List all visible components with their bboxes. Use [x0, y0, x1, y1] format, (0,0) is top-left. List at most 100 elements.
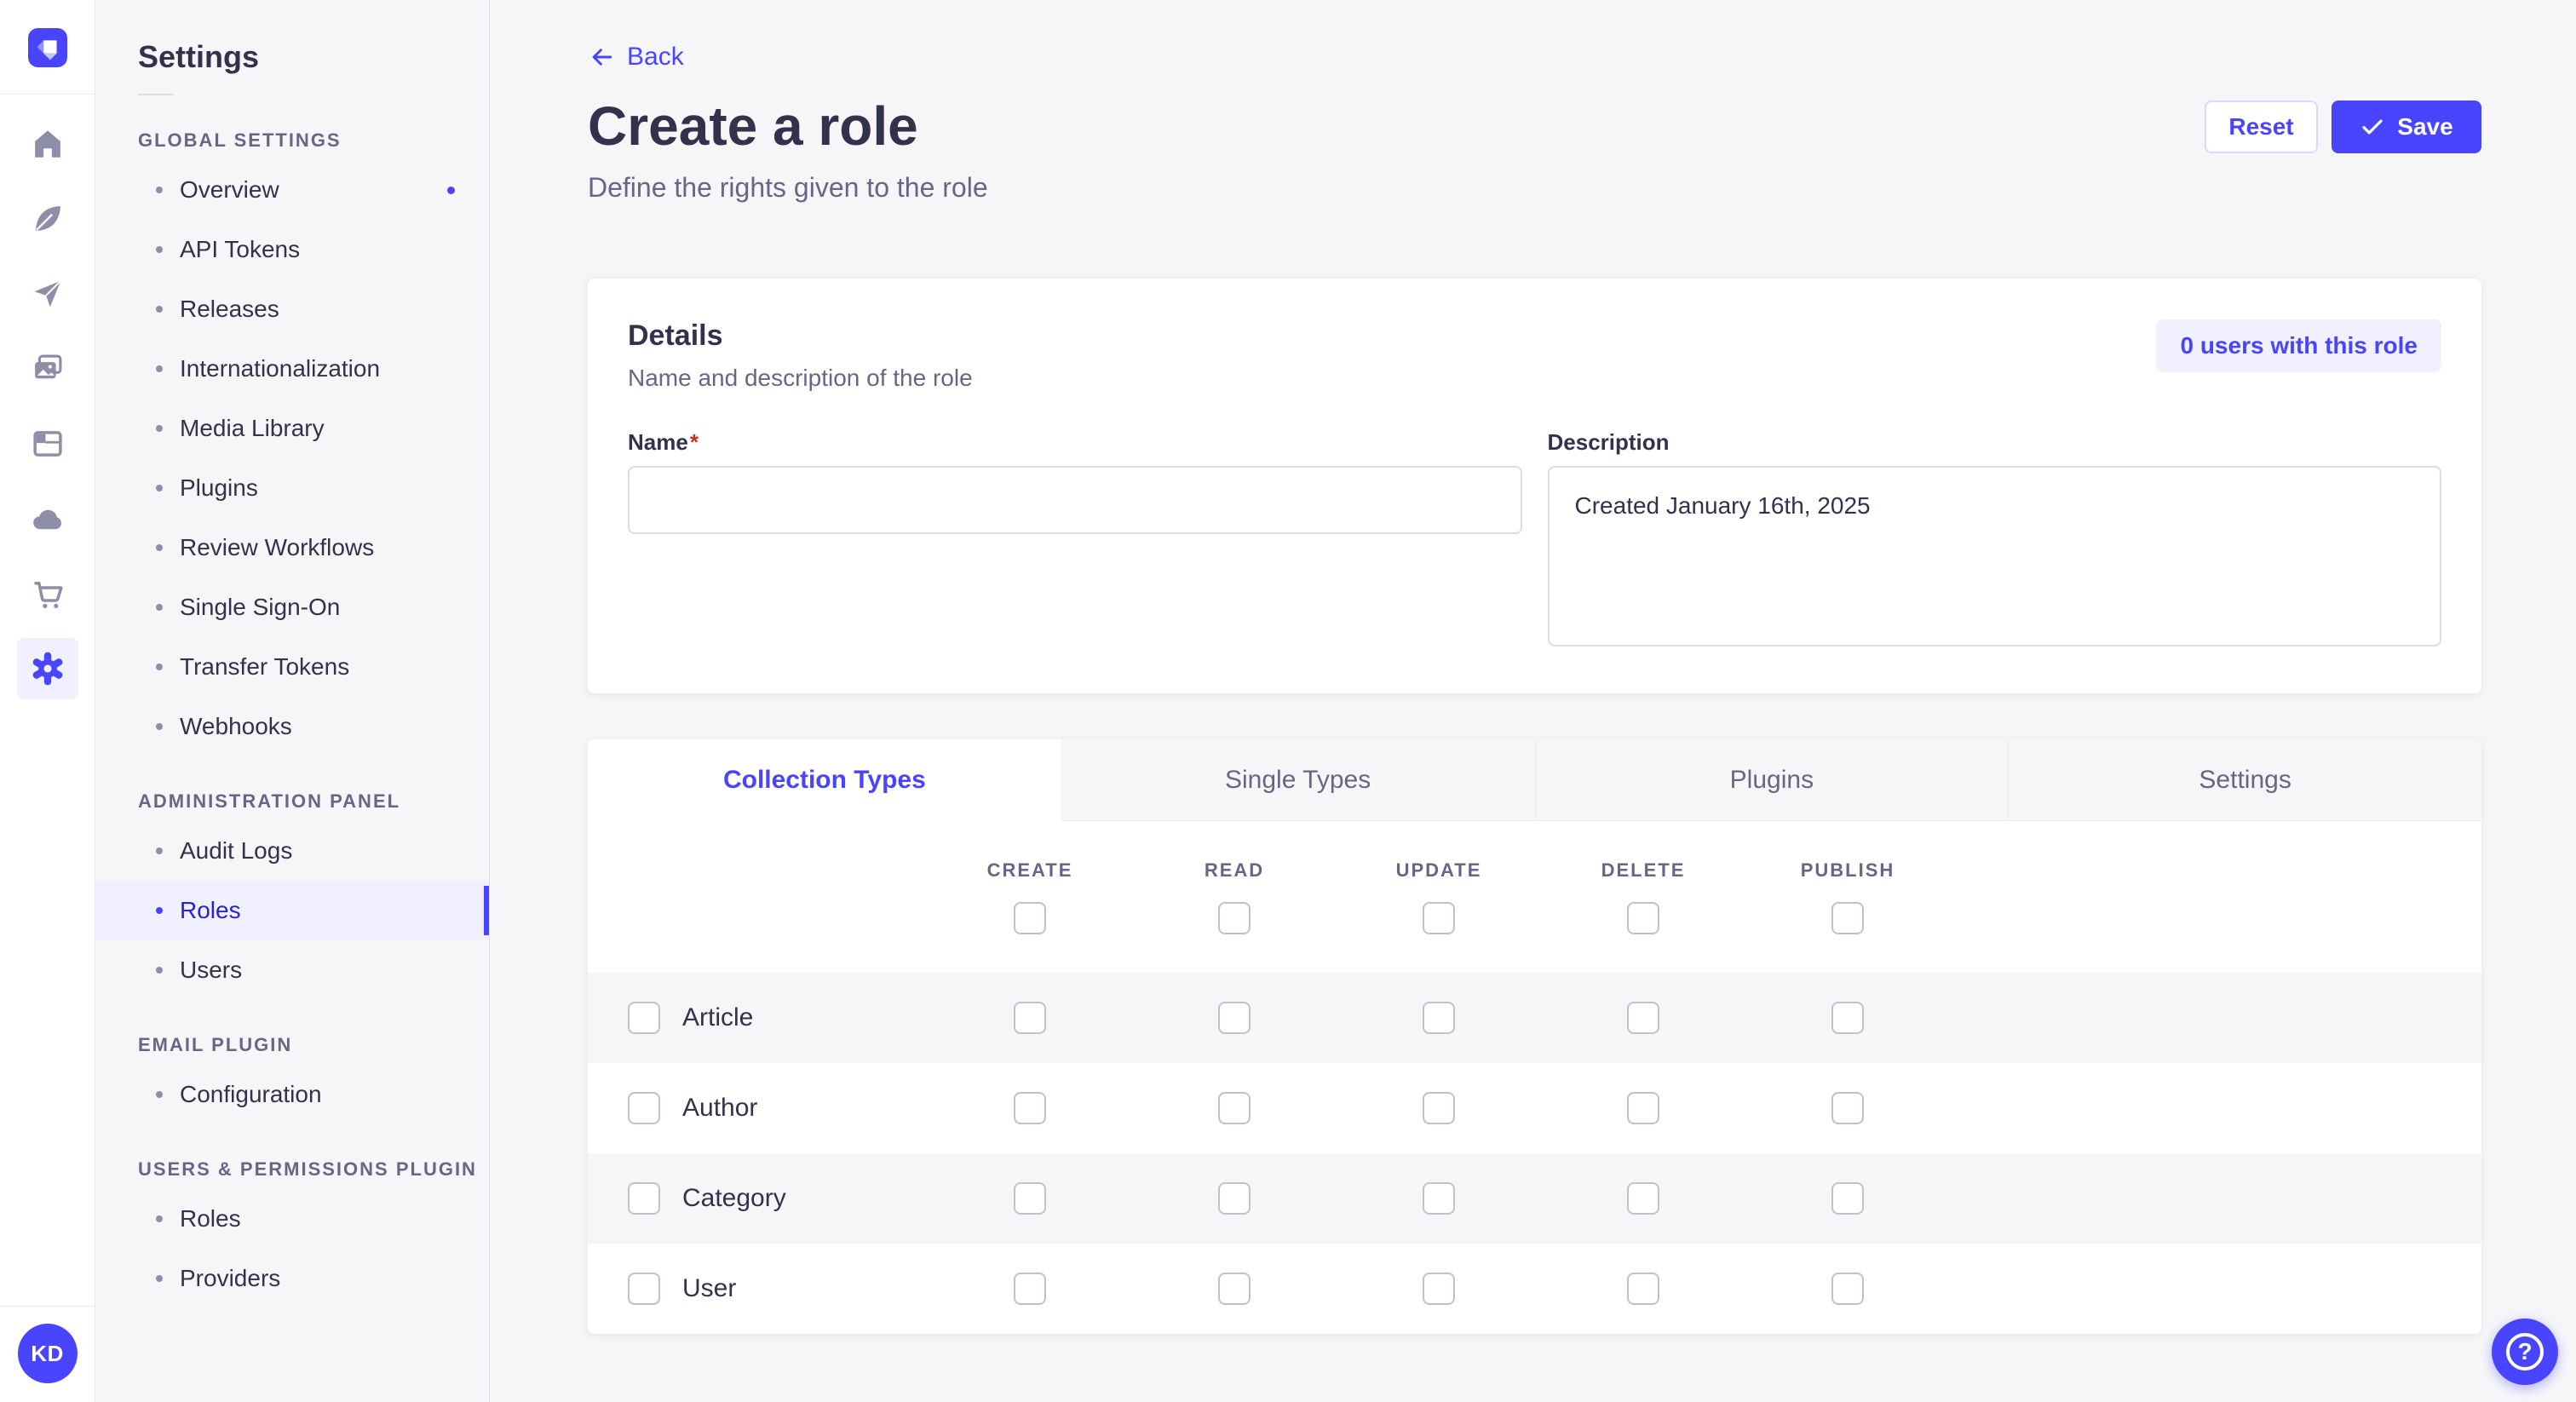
bullet-dot: [156, 848, 163, 854]
paper-plane-icon[interactable]: [17, 263, 78, 325]
select-all-delete-checkbox[interactable]: [1627, 902, 1659, 934]
sidebar-item-users[interactable]: Users: [95, 940, 489, 1000]
bullet-dot: [156, 365, 163, 372]
reset-button[interactable]: Reset: [2205, 101, 2318, 153]
author-update-checkbox[interactable]: [1423, 1092, 1455, 1124]
permissions-tabs: Collection Types Single Types Plugins Se…: [588, 739, 2481, 821]
sidebar-item-audit-logs[interactable]: Audit Logs: [95, 821, 489, 881]
category-publish-checkbox[interactable]: [1831, 1182, 1864, 1215]
article-read-checkbox[interactable]: [1218, 1002, 1251, 1034]
user-update-checkbox[interactable]: [1423, 1273, 1455, 1305]
select-all-update-checkbox[interactable]: [1423, 902, 1455, 934]
media-images-icon[interactable]: [17, 338, 78, 399]
category-update-checkbox[interactable]: [1423, 1182, 1455, 1215]
sidebar-item-media-library[interactable]: Media Library: [95, 399, 489, 458]
icon-rail: KD: [0, 0, 95, 1402]
author-row-checkbox[interactable]: [628, 1092, 660, 1124]
layout-icon[interactable]: [17, 413, 78, 474]
sidebar-item-roles-active[interactable]: Roles: [95, 881, 489, 940]
category-read-checkbox[interactable]: [1218, 1182, 1251, 1215]
details-subtitle: Name and description of the role: [628, 365, 973, 391]
users-with-role-button[interactable]: 0 users with this role: [2156, 319, 2441, 372]
bullet-dot: [156, 664, 163, 670]
cloud-icon[interactable]: [17, 488, 78, 549]
user-publish-checkbox[interactable]: [1831, 1273, 1864, 1305]
article-update-checkbox[interactable]: [1423, 1002, 1455, 1034]
row-label: User: [682, 1274, 737, 1302]
bullet-dot: [156, 187, 163, 193]
sidebar-item-configuration[interactable]: Configuration: [95, 1065, 489, 1124]
author-read-checkbox[interactable]: [1218, 1092, 1251, 1124]
tab-collection-types[interactable]: Collection Types: [588, 739, 1061, 821]
section-label-email-plugin: EMAIL PLUGIN: [138, 1034, 293, 1055]
sidebar-item-up-roles[interactable]: Roles: [95, 1189, 489, 1249]
author-delete-checkbox[interactable]: [1627, 1092, 1659, 1124]
cart-icon[interactable]: [17, 563, 78, 624]
description-label: Description: [1547, 429, 1670, 455]
section-label-users-permissions-plugin: USERS & PERMISSIONS PLUGIN: [138, 1158, 477, 1180]
help-button[interactable]: ?: [2492, 1319, 2558, 1385]
role-description-textarea[interactable]: Created January 16th, 2025: [1547, 466, 2441, 646]
article-row-checkbox[interactable]: [628, 1002, 660, 1034]
sidebar-item-transfer-tokens[interactable]: Transfer Tokens: [95, 637, 489, 697]
user-avatar[interactable]: KD: [17, 1324, 78, 1383]
row-label: Category: [682, 1184, 786, 1212]
column-header-publish: PUBLISH: [1800, 859, 1895, 881]
details-card: Details Name and description of the role…: [588, 279, 2481, 693]
article-delete-checkbox[interactable]: [1627, 1002, 1659, 1034]
bullet-dot: [156, 1275, 163, 1282]
rail-bottom-divider: [0, 1306, 95, 1307]
table-row-user: User: [588, 1244, 2481, 1334]
row-label: Author: [682, 1094, 758, 1122]
category-row-checkbox[interactable]: [628, 1182, 660, 1215]
article-publish-checkbox[interactable]: [1831, 1002, 1864, 1034]
category-create-checkbox[interactable]: [1014, 1182, 1046, 1215]
save-button[interactable]: Save: [2332, 101, 2481, 153]
bullet-dot: [156, 485, 163, 491]
author-publish-checkbox[interactable]: [1831, 1092, 1864, 1124]
home-icon[interactable]: [17, 113, 78, 175]
author-create-checkbox[interactable]: [1014, 1092, 1046, 1124]
sidebar-item-plugins[interactable]: Plugins: [95, 458, 489, 518]
bullet-dot: [156, 967, 163, 974]
column-header-delete: DELETE: [1601, 859, 1686, 881]
sidebar-item-api-tokens[interactable]: API Tokens: [95, 220, 489, 279]
bullet-dot: [156, 1091, 163, 1098]
sidebar-item-webhooks[interactable]: Webhooks: [95, 697, 489, 756]
bullet-dot: [156, 604, 163, 611]
user-row-checkbox[interactable]: [628, 1273, 660, 1305]
select-all-publish-checkbox[interactable]: [1831, 902, 1864, 934]
sidebar-item-review-workflows[interactable]: Review Workflows: [95, 518, 489, 577]
permissions-card: Collection Types Single Types Plugins Se…: [588, 739, 2481, 1334]
sidebar-item-overview[interactable]: Overview: [95, 160, 489, 220]
column-header-create: CREATE: [986, 859, 1073, 881]
permissions-table: CREATE READ UPDATE DELETE PUBLISH: [588, 821, 2481, 1334]
permissions-header-row: CREATE READ UPDATE DELETE PUBLISH: [588, 821, 2481, 973]
sidebar-item-releases[interactable]: Releases: [95, 279, 489, 339]
category-delete-checkbox[interactable]: [1627, 1182, 1659, 1215]
required-asterisk: *: [689, 429, 699, 455]
back-link[interactable]: Back: [588, 43, 684, 72]
select-all-create-checkbox[interactable]: [1014, 902, 1046, 934]
article-create-checkbox[interactable]: [1014, 1002, 1046, 1034]
sidebar-item-providers[interactable]: Providers: [95, 1249, 489, 1308]
back-label: Back: [627, 43, 684, 71]
sidebar-item-single-sign-on[interactable]: Single Sign-On: [95, 577, 489, 637]
feather-icon[interactable]: [17, 188, 78, 250]
main-content: Back Create a role Define the rights giv…: [490, 0, 2576, 1402]
user-delete-checkbox[interactable]: [1627, 1273, 1659, 1305]
table-row-author: Author: [588, 1063, 2481, 1153]
column-header-read: READ: [1204, 859, 1265, 881]
tab-settings[interactable]: Settings: [2008, 739, 2481, 821]
select-all-read-checkbox[interactable]: [1218, 902, 1251, 934]
tab-single-types[interactable]: Single Types: [1061, 739, 1535, 821]
tab-plugins[interactable]: Plugins: [1534, 739, 2009, 821]
settings-gear-icon[interactable]: [16, 638, 78, 699]
details-title: Details: [628, 319, 723, 352]
user-create-checkbox[interactable]: [1014, 1273, 1046, 1305]
user-read-checkbox[interactable]: [1218, 1273, 1251, 1305]
strapi-logo[interactable]: [27, 28, 67, 67]
role-name-input[interactable]: [628, 466, 1522, 534]
bullet-dot: [156, 1215, 163, 1222]
sidebar-item-internationalization[interactable]: Internationalization: [95, 339, 489, 399]
